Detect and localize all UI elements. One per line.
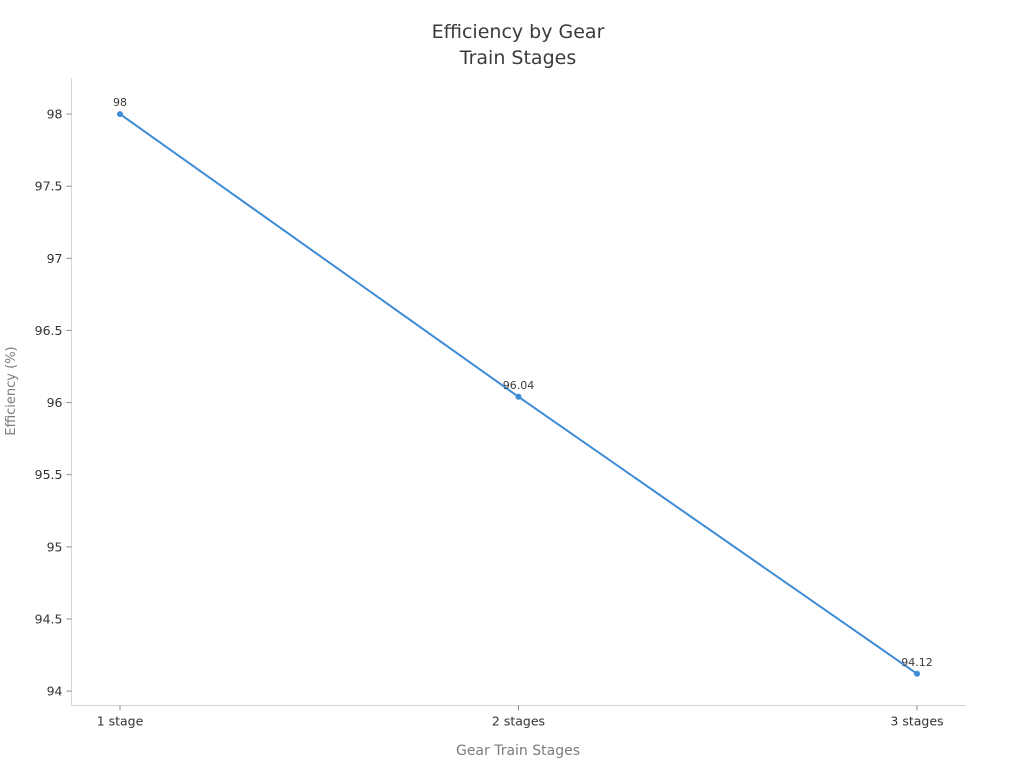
chart-title-line-1: Efficiency by Gear <box>432 21 605 43</box>
y-tick-label: 98 <box>47 107 63 122</box>
y-tick-label: 95.5 <box>35 467 63 482</box>
data-point <box>914 670 920 677</box>
y-tick-label: 94 <box>47 684 63 699</box>
data-point-label: 94.12 <box>901 656 933 669</box>
data-point <box>515 393 522 400</box>
data-point-label: 96.04 <box>503 379 535 392</box>
y-tick-label: 96.5 <box>35 323 63 338</box>
x-tick-label: 1 stage <box>97 714 144 729</box>
data-point <box>117 111 123 118</box>
y-tick-label: 95 <box>47 539 63 554</box>
plot-area: 94 94.5 95 95.5 96 96.5 97 97.5 98 1 stage 2 stage… <box>35 78 966 729</box>
y-tick-label: 94.5 <box>35 611 63 626</box>
y-tick-label: 97 <box>47 251 63 266</box>
y-tick-label: 97.5 <box>35 179 63 194</box>
x-axis-title: Gear Train Stages <box>456 743 580 759</box>
x-tick-label: 3 stages <box>890 714 943 729</box>
data-point-label: 98 <box>113 96 127 109</box>
x-tick-label: 2 stages <box>492 714 545 729</box>
y-axis-title: Efficiency (%) <box>4 346 19 435</box>
y-tick-label: 96 <box>47 395 63 410</box>
chart-title-line-2: Train Stages <box>459 47 576 69</box>
